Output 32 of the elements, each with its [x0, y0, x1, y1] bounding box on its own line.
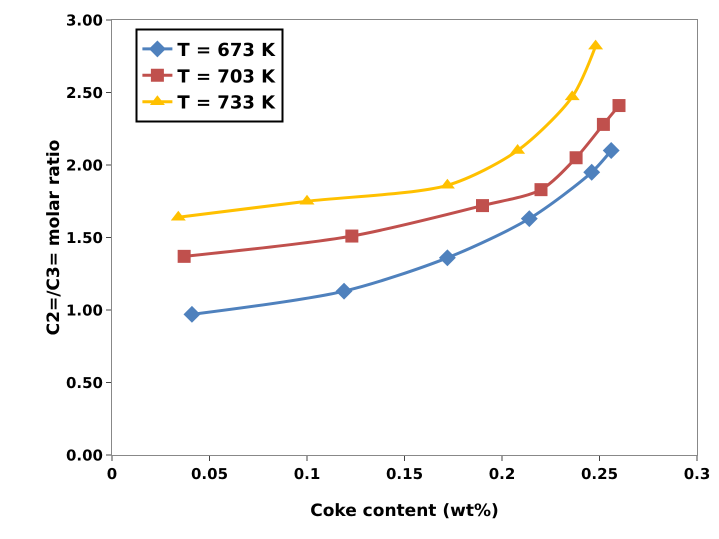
- x-tick-label: 0.2: [488, 465, 516, 483]
- x-tick-label: 0.15: [386, 465, 424, 483]
- point: [602, 142, 620, 159]
- point: [184, 306, 200, 323]
- x-tick-label: 0.3: [684, 465, 710, 483]
- point: [438, 249, 456, 266]
- point: [178, 250, 191, 263]
- y-tick-label: 2.50: [66, 84, 103, 102]
- point: [570, 151, 583, 164]
- x-tick-label: 0.25: [580, 465, 618, 483]
- point: [612, 99, 626, 112]
- point: [534, 183, 548, 196]
- legend-label: T = 733 K: [177, 92, 276, 114]
- y-tick-label: 0.50: [66, 374, 103, 392]
- y-tick-label: 1.50: [66, 228, 103, 247]
- x-axis-title: Coke content (wt%): [310, 501, 499, 521]
- legend-label: T = 703 K: [177, 66, 276, 88]
- point: [345, 230, 358, 243]
- y-tick-label: 0.00: [66, 446, 103, 464]
- point: [583, 164, 600, 181]
- y-tick-label: 1.00: [66, 301, 103, 320]
- x-tick-label: 0.05: [190, 465, 228, 483]
- x-tick-label: 0.1: [294, 465, 320, 483]
- point: [596, 118, 610, 131]
- point: [520, 210, 538, 228]
- point: [336, 282, 352, 300]
- y-axis-title: C2=/C3= molar ratio: [44, 140, 64, 336]
- legend-label: T = 673 K: [177, 40, 276, 61]
- point: [476, 199, 489, 212]
- y-tick-label: 3.00: [66, 11, 103, 30]
- y-tick-label: 2.00: [66, 156, 103, 174]
- x-tick-label: 0: [106, 465, 118, 483]
